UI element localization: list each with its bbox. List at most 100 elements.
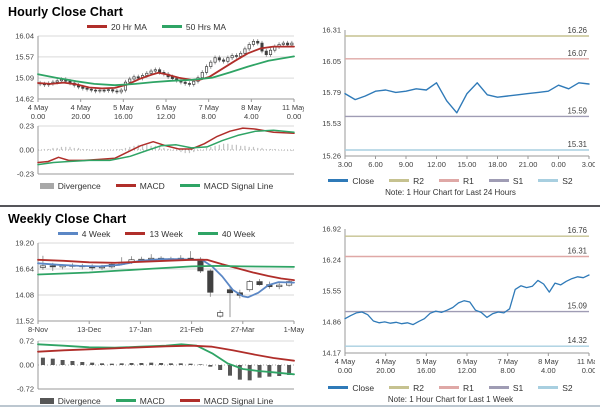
svg-text:21.00: 21.00 bbox=[519, 160, 538, 169]
weekly-note: Note: 1 Hour Chart for Last 1 Week bbox=[387, 395, 514, 404]
hourly-pivot-panel: 16.31 16.05 15.79 15.53 15.26 3.00 6.00 9.00 12.… bbox=[305, 0, 600, 205]
svg-text:27-Mar: 27-Mar bbox=[231, 325, 255, 334]
legend-swatch bbox=[389, 386, 410, 389]
legend-label: R2 bbox=[413, 382, 424, 393]
hourly-left-panel: Hourly Close Chart 20 Hr MA 50 Hrs MA 16.… bbox=[0, 0, 305, 205]
legend-item-4-week: 4 Week bbox=[57, 228, 111, 239]
svg-text:0.00: 0.00 bbox=[551, 160, 566, 169]
legend-swatch bbox=[86, 25, 107, 28]
legend-label: Divergence bbox=[57, 395, 101, 406]
hourly-macd-legend: Divergence MACD MACD Signal Line bbox=[8, 179, 305, 192]
legend-swatch bbox=[39, 182, 54, 189]
svg-text:16.31: 16.31 bbox=[567, 247, 587, 256]
legend-swatch bbox=[389, 179, 410, 182]
weekly-pivot-legend: Close R2 R1 S1 S2 bbox=[305, 381, 596, 394]
legend-item-r1: R1 bbox=[438, 175, 474, 186]
svg-text:15.53: 15.53 bbox=[322, 119, 341, 128]
svg-text:0.72: 0.72 bbox=[19, 337, 34, 346]
svg-text:0.23: 0.23 bbox=[19, 122, 34, 131]
legend-swatch bbox=[125, 232, 146, 235]
legend-swatch bbox=[57, 232, 78, 235]
legend-label: Close bbox=[352, 175, 375, 186]
legend-swatch bbox=[197, 232, 218, 235]
legend-label: S2 bbox=[562, 175, 573, 186]
svg-text:16.64: 16.64 bbox=[15, 265, 34, 274]
legend-swatch bbox=[538, 179, 559, 182]
svg-text:14.17: 14.17 bbox=[322, 349, 341, 358]
svg-text:16.05: 16.05 bbox=[322, 57, 341, 66]
legend-item-r2: R2 bbox=[389, 176, 424, 186]
hourly-macd-chart: 0.23 0.00 -0.23 bbox=[17, 122, 295, 179]
legend-swatch bbox=[179, 399, 200, 402]
svg-text:14.86: 14.86 bbox=[322, 317, 341, 326]
legend-label: 20 Hr MA bbox=[110, 21, 147, 32]
svg-text:15.57: 15.57 bbox=[15, 52, 34, 61]
legend-label: 50 Hrs MA bbox=[185, 21, 227, 32]
svg-text:15.09: 15.09 bbox=[567, 302, 587, 311]
legend-label: Divergence bbox=[57, 180, 101, 191]
weekly-main-legend: 4 Week 13 Week 40 Week bbox=[8, 227, 305, 240]
legend-item-macd-signal-line: MACD Signal Line bbox=[179, 395, 274, 406]
svg-text:17-Jan: 17-Jan bbox=[129, 325, 152, 334]
legend-swatch bbox=[161, 25, 182, 28]
legend-item-r1: R1 bbox=[438, 382, 474, 393]
weekly-left-panel: Weekly Close Chart 4 Week 13 Week 40 Week … bbox=[0, 207, 305, 407]
hourly-note: Note: 1 Hour Chart for Last 24 Hours bbox=[385, 188, 516, 197]
svg-text:15.26: 15.26 bbox=[322, 152, 341, 161]
svg-text:15.59: 15.59 bbox=[567, 106, 587, 115]
legend-item-r2: R2 bbox=[389, 383, 424, 393]
svg-text:16.04: 16.04 bbox=[15, 33, 34, 41]
svg-text:6.00: 6.00 bbox=[368, 160, 383, 169]
legend-item-s2: S2 bbox=[538, 382, 573, 393]
legend-label: 40 Week bbox=[221, 228, 256, 239]
svg-text:15.31: 15.31 bbox=[567, 140, 587, 149]
svg-text:9.00: 9.00 bbox=[399, 160, 414, 169]
hourly-main-legend: 20 Hr MA 50 Hrs MA bbox=[8, 20, 305, 33]
legend-label: R2 bbox=[413, 175, 424, 186]
svg-text:18.00: 18.00 bbox=[488, 160, 507, 169]
svg-text:-0.23: -0.23 bbox=[17, 170, 34, 179]
legend-label: 4 Week bbox=[81, 228, 111, 239]
legend-swatch bbox=[488, 179, 509, 182]
svg-text:16.24: 16.24 bbox=[322, 255, 341, 264]
svg-text:0.00: 0.00 bbox=[19, 361, 34, 370]
weekly-section: Weekly Close Chart 4 Week 13 Week 40 Week … bbox=[0, 207, 600, 407]
legend-swatch bbox=[115, 399, 136, 402]
svg-text:3.00: 3.00 bbox=[338, 160, 353, 169]
svg-text:3.00: 3.00 bbox=[582, 160, 595, 169]
svg-text:16.92: 16.92 bbox=[322, 225, 341, 234]
legend-swatch bbox=[438, 386, 459, 389]
svg-text:16.07: 16.07 bbox=[567, 49, 587, 58]
svg-text:1-May: 1-May bbox=[284, 325, 304, 334]
svg-text:0.00: 0.00 bbox=[19, 146, 34, 155]
svg-text:16.31: 16.31 bbox=[322, 26, 341, 35]
weekly-macd-legend: Divergence MACD MACD Signal Line bbox=[8, 394, 305, 407]
svg-text:8-Nov: 8-Nov bbox=[28, 325, 48, 334]
legend-swatch bbox=[328, 179, 349, 182]
legend-label: R1 bbox=[462, 382, 474, 393]
legend-label: S1 bbox=[512, 382, 524, 393]
legend-label: MACD Signal Line bbox=[203, 395, 274, 406]
legend-label: MACD bbox=[139, 395, 165, 406]
legend-swatch bbox=[488, 386, 509, 389]
legend-label: S2 bbox=[562, 382, 573, 393]
legend-item-s1: S1 bbox=[488, 382, 524, 393]
legend-label: 13 Week bbox=[149, 228, 183, 239]
legend-label: R1 bbox=[462, 175, 474, 186]
legend-swatch bbox=[115, 184, 136, 187]
weekly-pivot-chart: 16.92 16.24 15.55 14.86 14.174 May 0.00 4 May 2… bbox=[322, 225, 595, 375]
svg-text:11.52: 11.52 bbox=[16, 317, 34, 326]
weekly-close-chart: 19.20 16.64 14.08 11.528-Nov 13-Dec 17-Jan 21-… bbox=[15, 240, 304, 334]
legend-swatch bbox=[328, 386, 349, 389]
svg-text:14.62: 14.62 bbox=[15, 95, 34, 104]
legend-label: MACD Signal Line bbox=[203, 180, 274, 191]
